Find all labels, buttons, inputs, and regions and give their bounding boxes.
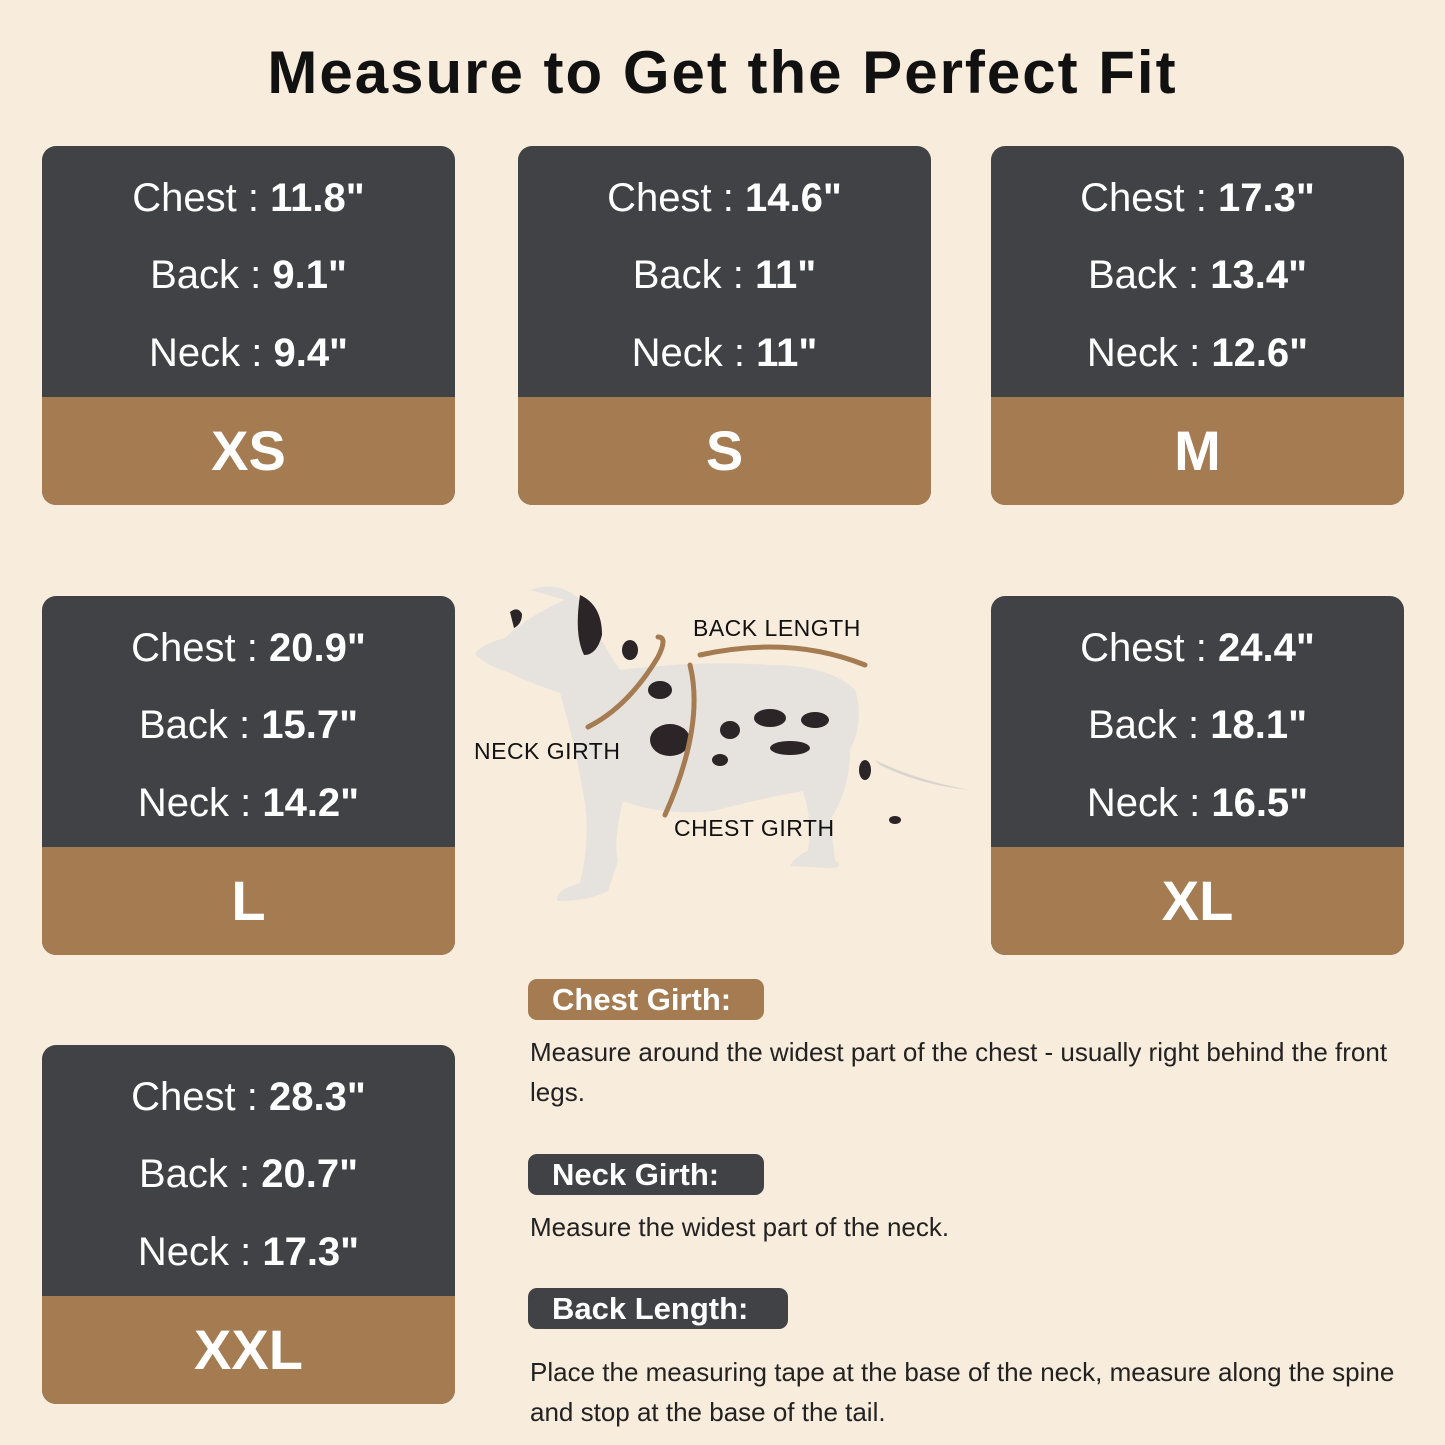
neck-girth-heading: Neck Girth: (528, 1154, 764, 1195)
chest-measurement: Chest : 14.6" (518, 176, 931, 221)
size-card-s: Chest : 14.6" Back : 11" Neck : 11" S (518, 146, 931, 505)
back-label: Back : (1087, 253, 1211, 297)
back-measurement: Back : 13.4" (991, 253, 1404, 298)
chest-measurement: Chest : 20.9" (42, 626, 455, 671)
chest-label: Chest : (1080, 626, 1218, 670)
back-length-heading: Back Length: (528, 1288, 788, 1329)
back-value: 20.7" (261, 1152, 359, 1196)
size-card-m: Chest : 17.3" Back : 13.4" Neck : 12.6" M (991, 146, 1404, 505)
neck-label: Neck : (1086, 781, 1212, 825)
chest-value: 17.3" (1218, 176, 1315, 220)
measurements: Chest : 28.3" Back : 20.7" Neck : 17.3" (42, 1045, 455, 1296)
chest-value: 14.6" (745, 176, 842, 220)
neck-label: Neck : (137, 781, 263, 825)
size-card-xxl: Chest : 28.3" Back : 20.7" Neck : 17.3" XXL (42, 1045, 455, 1404)
neck-girth-label: NECK GIRTH (474, 738, 621, 764)
back-label: Back : (632, 253, 755, 297)
neck-measurement: Neck : 11" (518, 331, 931, 376)
chest-girth-description: Measure around the widest part of the ch… (530, 1037, 1388, 1107)
chest-measurement: Chest : 28.3" (42, 1075, 455, 1120)
chest-value: 28.3" (269, 1075, 366, 1119)
neck-measurement: Neck : 12.6" (991, 331, 1404, 376)
size-label: XL (991, 847, 1404, 955)
measurements: Chest : 14.6" Back : 11" Neck : 11" (518, 146, 931, 397)
neck-measurement: Neck : 17.3" (42, 1230, 455, 1275)
back-measurement: Back : 15.7" (42, 703, 455, 748)
neck-value: 17.3" (262, 1230, 360, 1274)
chest-label: Chest : (131, 1075, 269, 1119)
measurements: Chest : 20.9" Back : 15.7" Neck : 14.2" (42, 596, 455, 847)
neck-girth-description: Measure the widest part of the neck. (530, 1212, 950, 1242)
neck-measurement: Neck : 14.2" (42, 781, 455, 826)
back-measurement: Back : 20.7" (42, 1152, 455, 1197)
back-value: 11" (755, 253, 817, 297)
size-card-l: Chest : 20.9" Back : 15.7" Neck : 14.2" L (42, 596, 455, 955)
neck-value: 12.6" (1211, 331, 1309, 375)
neck-measurement: Neck : 16.5" (991, 781, 1404, 826)
neck-value: 9.4" (273, 331, 349, 375)
back-value: 9.1" (272, 253, 347, 297)
neck-value: 16.5" (1211, 781, 1309, 825)
neck-value: 14.2" (262, 781, 360, 825)
measurements: Chest : 24.4" Back : 18.1" Neck : 16.5" (991, 596, 1404, 847)
chest-measurement: Chest : 17.3" (991, 176, 1404, 221)
measurements: Chest : 17.3" Back : 13.4" Neck : 12.6" (991, 146, 1404, 397)
chest-value: 20.9" (269, 626, 366, 670)
page-title: Measure to Get the Perfect Fit (267, 39, 1178, 106)
dog-illustration: BACK LENGTH NECK GIRTH CHEST GIRTH (460, 570, 980, 935)
back-label: Back : (138, 1152, 262, 1196)
chest-label: Chest : (607, 176, 745, 220)
back-label: Back : (138, 703, 262, 747)
back-value: 18.1" (1210, 703, 1308, 747)
back-label: Back : (1087, 703, 1211, 747)
chest-measurement: Chest : 11.8" (42, 176, 455, 221)
chest-girth-label: CHEST GIRTH (674, 815, 835, 841)
size-card-xs: Chest : 11.8" Back : 9.1" Neck : 9.4" XS (42, 146, 455, 505)
size-label: XS (42, 397, 455, 505)
size-label: XXL (42, 1296, 455, 1404)
back-measurement: Back : 11" (518, 253, 931, 298)
chest-label: Chest : (131, 626, 269, 670)
back-measurement: Back : 9.1" (42, 253, 455, 298)
back-measurement: Back : 18.1" (991, 703, 1404, 748)
neck-label: Neck : (137, 1230, 263, 1274)
size-card-xl: Chest : 24.4" Back : 18.1" Neck : 16.5" XL (991, 596, 1404, 955)
measurements: Chest : 11.8" Back : 9.1" Neck : 9.4" (42, 146, 455, 397)
chest-value: 24.4" (1218, 626, 1315, 670)
chest-girth-heading: Chest Girth: (528, 979, 764, 1020)
back-value: 15.7" (261, 703, 359, 747)
back-label: Back : (150, 253, 273, 297)
back-length-description: Place the measuring tape at the base of … (530, 1357, 1395, 1427)
chest-value: 11.8" (270, 176, 365, 220)
neck-label: Neck : (1086, 331, 1212, 375)
neck-measurement: Neck : 9.4" (42, 331, 455, 376)
chest-label: Chest : (132, 176, 271, 220)
size-label: M (991, 397, 1404, 505)
back-value: 13.4" (1210, 253, 1308, 297)
neck-value: 11" (756, 331, 818, 375)
back-length-label: BACK LENGTH (693, 615, 861, 641)
chest-label: Chest : (1080, 176, 1218, 220)
chest-measurement: Chest : 24.4" (991, 626, 1404, 671)
size-label: L (42, 847, 455, 955)
size-label: S (518, 397, 931, 505)
neck-label: Neck : (631, 331, 757, 375)
neck-label: Neck : (148, 331, 274, 375)
